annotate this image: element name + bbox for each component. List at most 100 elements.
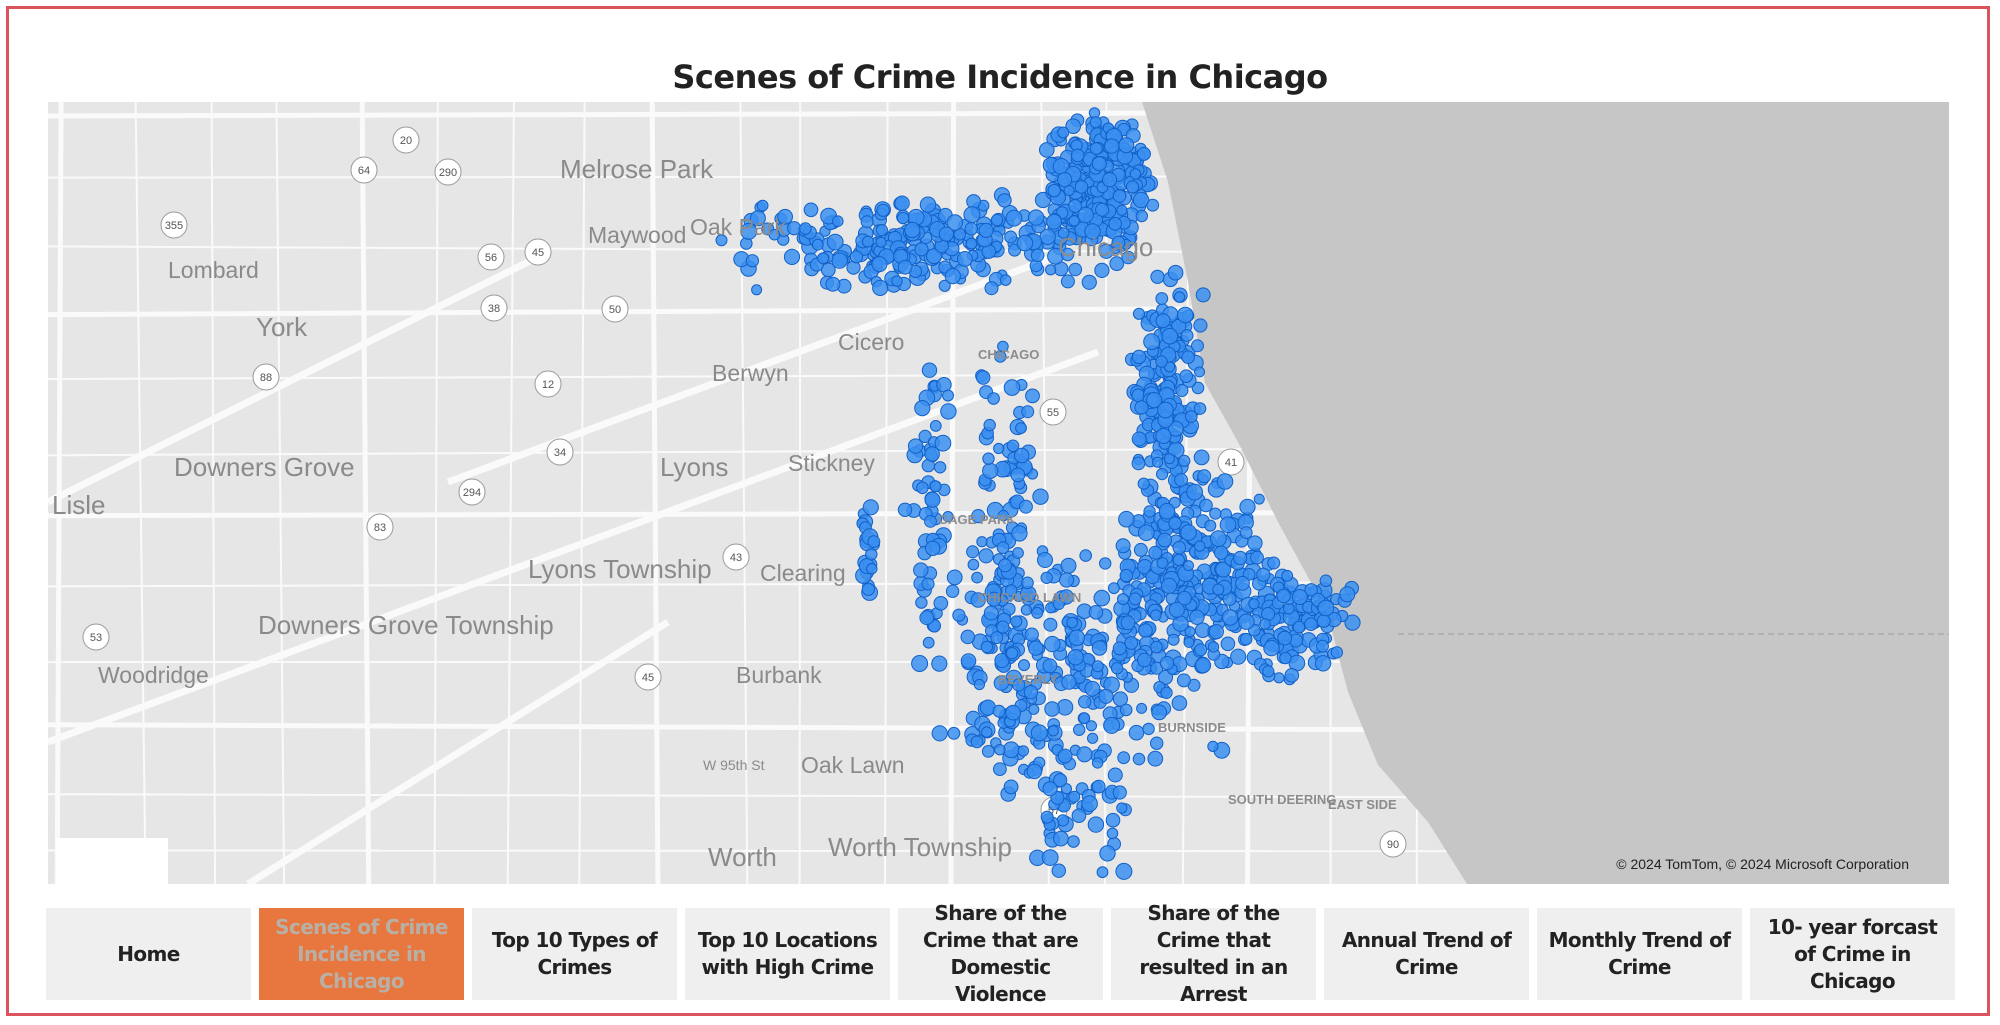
crime-point <box>1209 507 1222 520</box>
crime-point <box>1215 561 1232 578</box>
crime-point <box>1151 704 1168 721</box>
road <box>649 102 661 884</box>
crime-point <box>1089 116 1102 129</box>
crime-point <box>978 222 994 238</box>
crime-point <box>1018 499 1033 514</box>
crime-point <box>1067 649 1084 666</box>
crime-point <box>1158 669 1174 685</box>
crime-point <box>1018 659 1030 672</box>
crime-point <box>1112 189 1127 203</box>
crime-point <box>1059 572 1075 588</box>
crime-point <box>1167 420 1184 437</box>
crime-point <box>1155 355 1168 368</box>
crime-point <box>1108 582 1120 595</box>
crime-point <box>1091 779 1106 794</box>
crime-point <box>1037 552 1053 568</box>
crime-point <box>1078 695 1092 709</box>
road <box>433 102 439 884</box>
map-label: Worth Township <box>828 832 1013 862</box>
crime-point <box>1117 593 1129 606</box>
crime-point <box>983 418 996 432</box>
crime-point <box>966 194 981 209</box>
crime-point <box>817 252 830 265</box>
crime-point <box>933 461 947 474</box>
crime-point <box>1089 142 1103 155</box>
crime-point <box>925 540 941 556</box>
crime-point <box>1176 673 1191 688</box>
route-shield: 41 <box>1217 448 1245 476</box>
map-label: Cicero <box>838 329 905 355</box>
nav-annual-trend-button[interactable]: Annual Trend of Crime <box>1324 908 1529 1000</box>
crime-point <box>1267 556 1281 570</box>
road <box>578 102 586 884</box>
map-label: Downers Grove <box>174 452 355 482</box>
crime-point <box>1147 750 1164 767</box>
nav-home-button[interactable]: Home <box>46 908 251 1000</box>
crime-point <box>866 563 878 575</box>
nav-monthly-trend-button[interactable]: Monthly Trend of Crime <box>1537 908 1742 1000</box>
crime-point <box>1093 589 1111 607</box>
nav-top10-locations-button[interactable]: Top 10 Locations with High Crime <box>685 908 890 1000</box>
crime-point <box>1087 732 1099 744</box>
crime-point <box>1095 202 1110 217</box>
route-shield: 64 <box>350 156 378 184</box>
crime-map[interactable]: 20 64 290 355 56 45 38 88 12 34 50 55 294 83 43 53 45 57 9… <box>48 102 1949 884</box>
crime-point <box>1194 540 1206 552</box>
svg-text:88: 88 <box>260 372 272 384</box>
crime-point <box>997 340 1009 353</box>
route-shield: 55 <box>1039 398 1067 426</box>
crime-point <box>976 536 988 548</box>
map-label: Chicago <box>1058 232 1154 262</box>
crime-point <box>865 548 878 561</box>
crime-point <box>1119 568 1134 583</box>
crime-point <box>1103 716 1121 734</box>
crime-point <box>1116 802 1128 814</box>
crime-point <box>1024 627 1039 642</box>
crime-point <box>777 208 793 225</box>
route-shield: 355 <box>160 211 188 239</box>
crime-point <box>1235 575 1250 591</box>
crime-point <box>1117 751 1131 765</box>
crime-point <box>1061 674 1077 690</box>
crime-point <box>1118 137 1135 154</box>
crime-point <box>994 744 1006 756</box>
map-label: Melrose Park <box>560 154 714 184</box>
crime-point <box>1057 227 1070 239</box>
crime-point <box>803 202 819 218</box>
crime-point <box>1178 454 1191 467</box>
crime-point <box>1003 779 1019 795</box>
crime-point <box>1143 333 1160 351</box>
crime-point <box>1273 672 1285 684</box>
svg-text:34: 34 <box>554 447 566 459</box>
road <box>134 102 147 884</box>
nav-domestic-violence-button[interactable]: Share of the Crime that are Domestic Vio… <box>898 901 1103 1006</box>
nav-top10-types-button[interactable]: Top 10 Types of Crimes <box>472 908 677 1000</box>
nav-scenes-of-crime-button[interactable]: Scenes of Crime Incidence in Chicago <box>259 908 464 1000</box>
crime-point <box>1167 264 1184 281</box>
route-shield: 53 <box>82 623 110 651</box>
svg-text:355: 355 <box>165 220 183 232</box>
crime-point <box>1052 597 1065 610</box>
crime-point <box>1068 199 1082 213</box>
crime-point <box>1088 605 1104 620</box>
svg-text:56: 56 <box>485 252 497 264</box>
crime-point <box>1003 379 1021 396</box>
crime-point <box>1121 250 1135 265</box>
crime-point <box>862 235 874 248</box>
nav-arrest-share-button[interactable]: Share of the Crime that resulted in an A… <box>1111 901 1316 1006</box>
crime-point <box>957 251 973 267</box>
crime-point <box>960 653 977 669</box>
crime-point <box>1014 447 1030 464</box>
route-shield: 50 <box>601 295 629 323</box>
crime-point <box>1112 641 1127 656</box>
crime-point <box>897 502 913 517</box>
route-shield: 45 <box>524 238 552 266</box>
crime-point <box>1177 306 1194 324</box>
nav-forecast-button[interactable]: 10- year forcast of Crime in Chicago <box>1750 908 1955 1000</box>
crime-point <box>862 499 879 516</box>
crime-point <box>1099 845 1116 862</box>
crime-point <box>1010 615 1023 628</box>
crime-point <box>1084 680 1101 697</box>
crime-point <box>1233 550 1248 566</box>
